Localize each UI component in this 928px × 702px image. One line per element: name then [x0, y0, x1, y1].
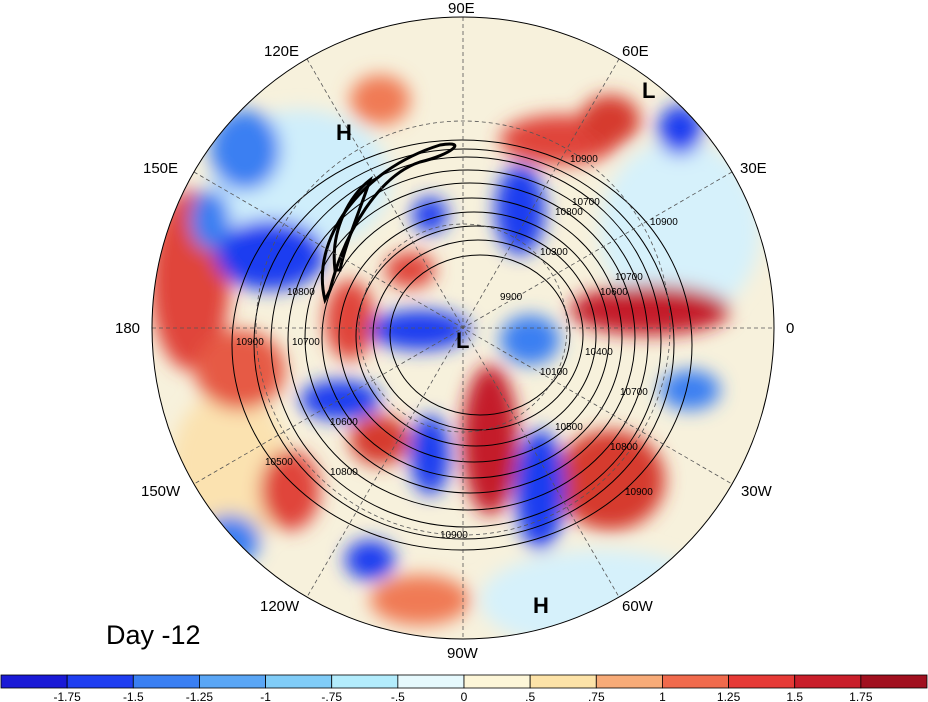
colorbar-tick-label: 1.5 [786, 690, 803, 702]
lon-label-150w: 150W [141, 483, 181, 500]
lon-label-60w: 60W [622, 598, 654, 615]
contour-label: 10800 [555, 207, 583, 218]
colorbar-tick-label: 1.75 [849, 690, 873, 702]
contour-label: 10800 [610, 442, 638, 453]
colorbar-swatch [132, 674, 200, 689]
colorbar-tick-label: .5 [525, 690, 535, 702]
colorbar-swatch [463, 674, 531, 689]
colorbar-swatch [529, 674, 597, 689]
contour-label: 10500 [265, 457, 293, 468]
lon-label-60e: 60E [622, 43, 649, 60]
colorbar-tick-label: -.5 [391, 690, 405, 702]
contour-label: 10900 [650, 217, 678, 228]
jet-contours [320, 142, 457, 305]
colorbar-swatch [662, 674, 729, 689]
contour-label: 10100 [540, 367, 568, 378]
lon-label-90w: 90W [447, 645, 479, 662]
colorbar-tick-label: -1 [260, 690, 271, 702]
colorbar-tick-label: -1.25 [186, 690, 214, 702]
contour-label: 10900 [440, 530, 468, 541]
colorbar-tick-label: .75 [588, 690, 605, 702]
lon-label-0: 0 [786, 320, 794, 337]
contour-label: 10900 [625, 487, 653, 498]
high-center-east-asia: H [336, 120, 352, 145]
graticule [152, 17, 774, 639]
contour-label: 10700 [620, 387, 648, 398]
panel-label: Day -12 [106, 620, 201, 650]
colorbar-swatch [794, 674, 862, 689]
contour-label: 10500 [555, 422, 583, 433]
contour-label: 10800 [330, 467, 358, 478]
colorbar-swatch [860, 674, 928, 689]
contour-label: 10400 [585, 347, 613, 358]
contour-label: 10600 [330, 417, 358, 428]
contour-label: 9900 [500, 292, 523, 303]
contour-label: 10900 [570, 154, 598, 165]
colorbar-tick-label: -.75 [321, 690, 342, 702]
lon-label-30e: 30E [740, 160, 767, 177]
colorbar: -1.75 -1.5 -1.25 -1 -.75 -.5 0 .5 .75 1 1.25 1.5 1.7… [0, 674, 928, 702]
colorbar-swatch [0, 674, 68, 689]
colorbar-tick-label: -1.75 [53, 690, 81, 702]
colorbar-tick-label: -1.5 [123, 690, 144, 702]
contour-label: 10700 [572, 197, 600, 208]
contour-label-group: 10900 10800 10700 10600 10400 10300 1010… [236, 154, 678, 541]
contour-label: 10900 [236, 337, 264, 348]
longitude-labels: 90E 60E 30E 0 30W 60W 90W 120W 150W 180 … [115, 0, 794, 662]
contour-label: 10700 [292, 337, 320, 348]
low-center-russia: L [642, 78, 655, 103]
lon-label-120e: 120E [264, 43, 299, 60]
colorbar-swatch [199, 674, 266, 689]
colorbar-tick-label: 0 [461, 690, 468, 702]
lon-label-90e: 90E [448, 0, 475, 17]
colorbar-swatch [728, 674, 796, 689]
lon-label-180: 180 [115, 320, 140, 337]
lon-label-120w: 120W [260, 598, 300, 615]
map-boundary [151, 16, 775, 640]
colorbar-tick-label: 1 [659, 690, 666, 702]
contour-label: 10700 [615, 272, 643, 283]
lon-label-30w: 30W [741, 483, 773, 500]
contour-label: 10300 [540, 247, 568, 258]
high-center-caribbean: H [533, 593, 549, 618]
lon-label-150e: 150E [143, 160, 178, 177]
colorbar-swatch [397, 674, 465, 689]
colorbar-swatch [595, 674, 663, 689]
contour-label: 10800 [287, 287, 315, 298]
contour-label: 10600 [600, 287, 628, 298]
low-center-pole: L [456, 328, 469, 353]
colorbar-swatch [331, 674, 399, 689]
colorbar-swatch [66, 674, 134, 689]
colorbar-tick-label: 1.25 [717, 690, 741, 702]
colorbar-swatch [265, 674, 333, 689]
height-contours [231, 139, 693, 551]
